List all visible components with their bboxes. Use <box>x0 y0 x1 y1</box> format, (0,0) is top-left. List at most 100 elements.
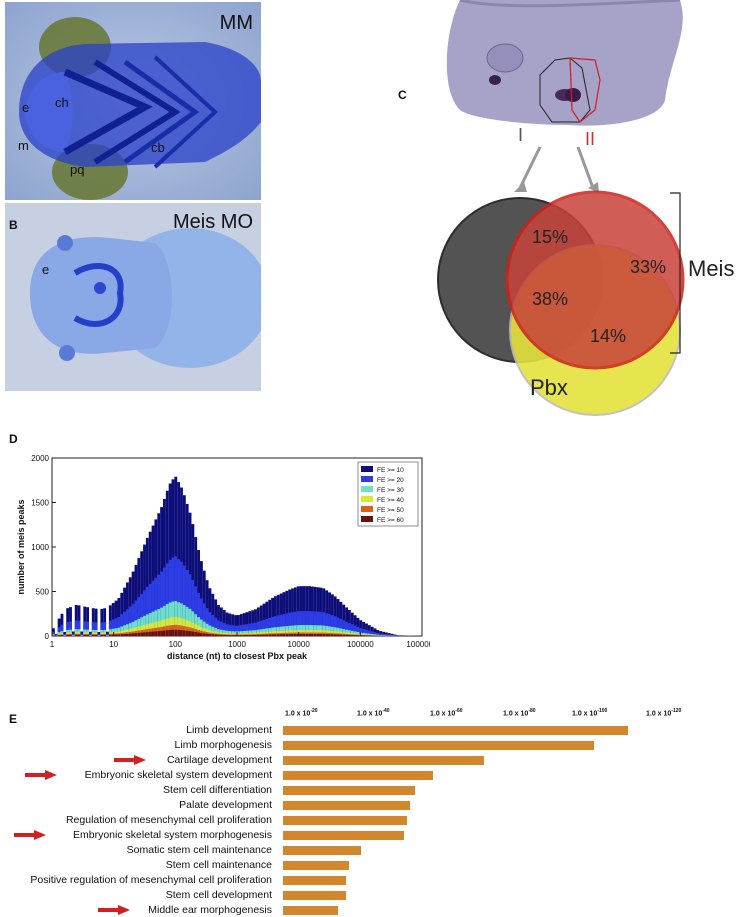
histogram-bar-1 <box>185 503 189 636</box>
histogram-bar-6 <box>348 634 351 636</box>
histogram-bar-2 <box>185 569 189 636</box>
histogram-bar-2 <box>237 625 240 636</box>
go-term-bar <box>283 756 485 765</box>
go-axis-tick: 1.0 x 10-40 <box>357 708 390 718</box>
go-term-bar <box>283 786 416 795</box>
histogram-bar-2 <box>202 603 206 636</box>
go-term-label: Somatic stem cell maintenance <box>126 844 272 856</box>
histogram-bar-2 <box>108 620 112 636</box>
venn-14: 14% <box>590 326 626 346</box>
histogram-bar-6 <box>197 632 200 636</box>
histogram-bar-1 <box>234 615 237 636</box>
histogram-bar-6 <box>154 631 158 636</box>
histogram-bar-2 <box>63 633 67 636</box>
histogram-bar-2 <box>342 620 346 636</box>
go-term-bar <box>283 816 407 825</box>
legend-swatch <box>361 466 373 472</box>
histogram-bar-6 <box>222 634 226 636</box>
histogram-bar-1 <box>268 599 272 636</box>
histogram-bar-6 <box>254 634 257 636</box>
y-tick-label: 500 <box>36 588 50 597</box>
histogram-bar-6 <box>251 634 255 636</box>
histogram-bar-1 <box>171 479 175 636</box>
histogram-bar-6 <box>157 631 161 636</box>
histogram-bar-6 <box>91 634 95 636</box>
histogram-bar-1 <box>86 607 89 636</box>
histogram-bar-2 <box>214 617 218 636</box>
histogram-bar-2 <box>282 614 286 636</box>
label-e-b: e <box>42 262 50 277</box>
meis-bracket <box>670 192 681 354</box>
histogram-bar-1 <box>126 582 129 636</box>
go-term-label: Cartilage development <box>166 754 272 766</box>
histogram-bar-2 <box>265 618 269 636</box>
highlight-arrow-icon <box>24 770 57 780</box>
histogram-bar-2 <box>293 611 297 636</box>
histogram-bar-6 <box>259 634 263 636</box>
histogram-bar-2 <box>393 635 397 636</box>
histogram-bar-6 <box>308 634 311 636</box>
legend-label: FE >= 20 <box>377 477 404 484</box>
histogram-bar-2 <box>313 611 317 636</box>
legend-swatch <box>361 506 373 512</box>
go-term-label: Positive regulation of mesenchymal cell … <box>30 874 272 886</box>
histogram-bar-6 <box>237 635 240 636</box>
histogram-bar-2 <box>325 613 329 636</box>
histogram-bar-2 <box>74 620 78 636</box>
embryo-photo <box>446 0 683 126</box>
histogram-bar-2 <box>94 622 98 636</box>
histogram-bar-2 <box>154 577 158 636</box>
histogram-bar-2 <box>126 609 129 636</box>
histogram-bar-6 <box>117 634 121 636</box>
histogram-bar-1 <box>103 608 107 636</box>
histogram-bar-2 <box>165 563 169 636</box>
histogram-bar-6 <box>279 634 283 636</box>
histogram-bar-2 <box>57 627 61 636</box>
y-axis-label: number of meis peaks <box>16 499 26 594</box>
histogram-bar-1 <box>205 580 209 636</box>
go-term-bar <box>283 891 347 900</box>
histogram-bar-2 <box>66 622 70 636</box>
histogram-bar-1 <box>202 570 206 636</box>
go-term-bar <box>283 861 350 870</box>
histogram-bar-6 <box>234 635 237 636</box>
histogram-bar-2 <box>382 633 385 636</box>
histogram-bar-6 <box>271 634 274 636</box>
venn-33: 33% <box>630 257 666 277</box>
go-term-label: Regulation of mesenchymal cell prolifera… <box>65 814 272 826</box>
histogram-bar-2 <box>222 622 226 636</box>
histogram-bar-2 <box>288 612 292 636</box>
histogram-bar-2 <box>157 574 161 636</box>
histogram-bar-1 <box>313 586 317 636</box>
histogram-bar-2 <box>248 623 252 636</box>
go-term-bar <box>283 801 410 810</box>
legend-swatch <box>361 486 373 492</box>
histogram-bar-6 <box>94 634 98 636</box>
legend-label: FE >= 60 <box>377 517 404 524</box>
histogram-bar-6 <box>245 635 249 636</box>
x-axis-label: distance (nt) to closest Pbx peak <box>167 651 308 661</box>
histogram-bar-2 <box>205 608 209 636</box>
histogram-bar-2 <box>239 625 243 636</box>
histogram-bar-2 <box>123 611 126 636</box>
histogram-bar-2 <box>171 557 175 636</box>
histogram-bar-6 <box>268 634 272 636</box>
histogram-bar-6 <box>185 630 189 636</box>
histogram-bar-6 <box>328 634 331 636</box>
histogram-bar-2 <box>299 611 303 636</box>
histogram-bar-6 <box>83 634 87 636</box>
histogram-bar-6 <box>205 633 209 636</box>
histogram-bar-2 <box>134 600 138 636</box>
highlight-arrow-icon <box>97 905 130 915</box>
histogram-bar-1 <box>57 618 61 636</box>
histogram-bar-1 <box>211 593 215 636</box>
x-tick-label: 100000 <box>347 640 374 649</box>
histogram-bar-6 <box>336 634 340 636</box>
histogram-bar-6 <box>342 634 346 636</box>
histogram-bar-2 <box>191 580 195 636</box>
histogram-bar-2 <box>274 616 277 636</box>
histogram-bar-2 <box>262 619 266 636</box>
histogram-bar-6 <box>288 634 292 636</box>
arrow-II <box>576 146 595 189</box>
histogram-bar-2 <box>80 633 84 636</box>
